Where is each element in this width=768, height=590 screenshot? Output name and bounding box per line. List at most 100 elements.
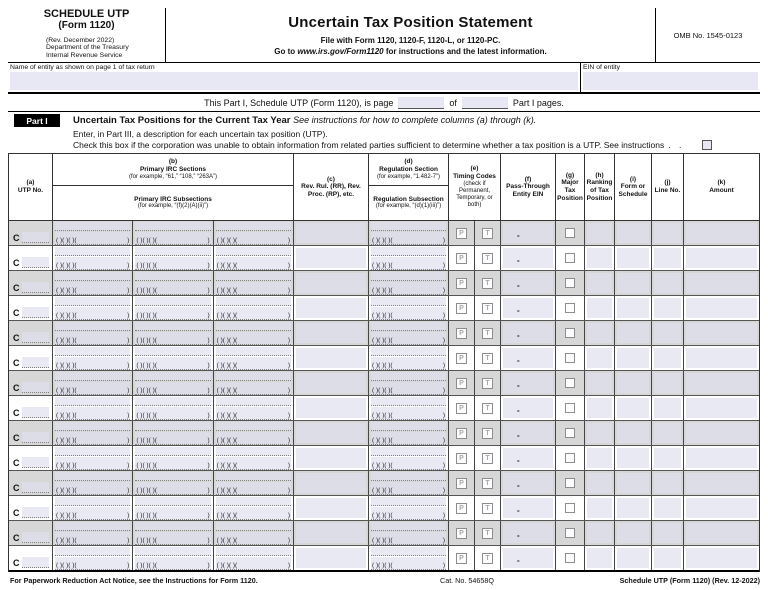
form-or-schedule-input[interactable] bbox=[617, 298, 649, 318]
ranking-input[interactable] bbox=[587, 423, 612, 443]
irc-section-input[interactable] bbox=[55, 497, 131, 506]
utp-no-input[interactable] bbox=[21, 282, 49, 293]
temporary-checkbox[interactable]: T bbox=[482, 352, 493, 364]
form-or-schedule-input[interactable] bbox=[617, 448, 649, 468]
form-or-schedule-input[interactable] bbox=[617, 223, 649, 243]
regulation-subsection-input[interactable]: ( )( )( )() bbox=[371, 507, 446, 520]
irc-section-input[interactable] bbox=[55, 322, 131, 331]
irc-section-input[interactable] bbox=[55, 522, 131, 531]
irc-section-input[interactable] bbox=[135, 422, 211, 431]
irs-url-link[interactable]: www.irs.gov/Form1120 bbox=[297, 47, 384, 56]
irc-section-input[interactable] bbox=[215, 347, 291, 356]
irc-subsection-input[interactable]: ( )( )( )() bbox=[215, 482, 291, 495]
line-no-input[interactable] bbox=[654, 398, 681, 418]
permanent-checkbox[interactable]: P bbox=[456, 427, 467, 439]
irc-section-input[interactable] bbox=[135, 547, 211, 556]
irc-subsection-input[interactable]: ( )( )( )() bbox=[135, 532, 211, 545]
irc-subsection-input[interactable]: ( )( )( )() bbox=[135, 232, 211, 245]
irc-subsection-input[interactable]: ( )( )( )() bbox=[55, 257, 131, 270]
irc-section-input[interactable] bbox=[55, 422, 131, 431]
irc-subsection-input[interactable]: ( )( )( )() bbox=[215, 307, 291, 320]
rev-rul-input[interactable] bbox=[296, 298, 366, 318]
irc-subsection-input[interactable]: ( )( )( )() bbox=[55, 557, 131, 570]
line-no-input[interactable] bbox=[654, 273, 681, 293]
temporary-checkbox[interactable]: T bbox=[482, 477, 493, 489]
irc-subsection-input[interactable]: ( )( )( )() bbox=[135, 382, 211, 395]
rev-rul-input[interactable] bbox=[296, 498, 366, 518]
regulation-subsection-input[interactable]: ( )( )( )() bbox=[371, 257, 446, 270]
pass-through-ein-input[interactable]: - bbox=[503, 373, 553, 393]
utp-no-input[interactable] bbox=[21, 532, 49, 543]
irc-subsection-input[interactable]: ( )( )( )() bbox=[215, 357, 291, 370]
irc-subsection-input[interactable]: ( )( )( )() bbox=[215, 332, 291, 345]
pass-through-ein-input[interactable]: - bbox=[503, 323, 553, 343]
entity-name-input[interactable] bbox=[10, 72, 578, 90]
irc-subsection-input[interactable]: ( )( )( )() bbox=[215, 382, 291, 395]
temporary-checkbox[interactable]: T bbox=[482, 527, 493, 539]
pass-through-ein-input[interactable]: - bbox=[503, 298, 553, 318]
regulation-section-input[interactable] bbox=[371, 522, 446, 531]
ranking-input[interactable] bbox=[587, 373, 612, 393]
irc-section-input[interactable] bbox=[215, 272, 291, 281]
temporary-checkbox[interactable]: T bbox=[482, 402, 493, 414]
temporary-checkbox[interactable]: T bbox=[482, 277, 493, 289]
irc-section-input[interactable] bbox=[55, 347, 131, 356]
page-number-input[interactable] bbox=[398, 96, 445, 109]
irc-subsection-input[interactable]: ( )( )( )() bbox=[135, 557, 211, 570]
ranking-input[interactable] bbox=[587, 323, 612, 343]
amount-input[interactable] bbox=[686, 273, 757, 293]
rev-rul-input[interactable] bbox=[296, 323, 366, 343]
permanent-checkbox[interactable]: P bbox=[456, 227, 467, 239]
temporary-checkbox[interactable]: T bbox=[482, 302, 493, 314]
rev-rul-input[interactable] bbox=[296, 348, 366, 368]
ranking-input[interactable] bbox=[587, 248, 612, 268]
irc-section-input[interactable] bbox=[135, 497, 211, 506]
irc-section-input[interactable] bbox=[55, 472, 131, 481]
utp-no-input[interactable] bbox=[21, 407, 49, 418]
temporary-checkbox[interactable]: T bbox=[482, 227, 493, 239]
irc-section-input[interactable] bbox=[215, 472, 291, 481]
pass-through-ein-input[interactable]: - bbox=[503, 523, 553, 543]
irc-subsection-input[interactable]: ( )( )( )() bbox=[135, 282, 211, 295]
irc-section-input[interactable] bbox=[135, 222, 211, 231]
major-tax-position-checkbox[interactable] bbox=[565, 553, 575, 563]
regulation-subsection-input[interactable]: ( )( )( )() bbox=[371, 482, 446, 495]
rev-rul-input[interactable] bbox=[296, 223, 366, 243]
ranking-input[interactable] bbox=[587, 298, 612, 318]
related-parties-checkbox[interactable] bbox=[702, 140, 713, 150]
regulation-section-input[interactable] bbox=[371, 497, 446, 506]
pass-through-ein-input[interactable]: - bbox=[503, 398, 553, 418]
line-no-input[interactable] bbox=[654, 223, 681, 243]
irc-section-input[interactable] bbox=[55, 372, 131, 381]
utp-no-input[interactable] bbox=[21, 232, 49, 243]
permanent-checkbox[interactable]: P bbox=[456, 302, 467, 314]
rev-rul-input[interactable] bbox=[296, 523, 366, 543]
amount-input[interactable] bbox=[686, 473, 757, 493]
ranking-input[interactable] bbox=[587, 273, 612, 293]
utp-no-input[interactable] bbox=[21, 432, 49, 443]
irc-subsection-input[interactable]: ( )( )( )() bbox=[215, 407, 291, 420]
amount-input[interactable] bbox=[686, 498, 757, 518]
line-no-input[interactable] bbox=[654, 373, 681, 393]
ranking-input[interactable] bbox=[587, 348, 612, 368]
irc-subsection-input[interactable]: ( )( )( )() bbox=[135, 307, 211, 320]
form-or-schedule-input[interactable] bbox=[617, 348, 649, 368]
form-or-schedule-input[interactable] bbox=[617, 398, 649, 418]
rev-rul-input[interactable] bbox=[296, 373, 366, 393]
major-tax-position-checkbox[interactable] bbox=[565, 453, 575, 463]
total-pages-input[interactable] bbox=[461, 96, 508, 109]
irc-section-input[interactable] bbox=[55, 397, 131, 406]
irc-subsection-input[interactable]: ( )( )( )() bbox=[55, 432, 131, 445]
irc-section-input[interactable] bbox=[215, 547, 291, 556]
amount-input[interactable] bbox=[686, 548, 757, 568]
utp-no-input[interactable] bbox=[21, 457, 49, 468]
regulation-section-input[interactable] bbox=[371, 372, 446, 381]
rev-rul-input[interactable] bbox=[296, 248, 366, 268]
line-no-input[interactable] bbox=[654, 248, 681, 268]
pass-through-ein-input[interactable]: - bbox=[503, 448, 553, 468]
irc-section-input[interactable] bbox=[55, 272, 131, 281]
permanent-checkbox[interactable]: P bbox=[456, 477, 467, 489]
irc-section-input[interactable] bbox=[215, 447, 291, 456]
form-or-schedule-input[interactable] bbox=[617, 548, 649, 568]
regulation-subsection-input[interactable]: ( )( )( )() bbox=[371, 382, 446, 395]
